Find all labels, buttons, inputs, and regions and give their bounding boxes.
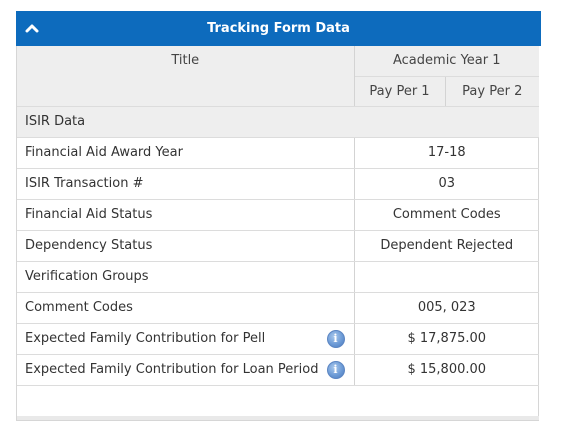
info-icon[interactable]: i <box>326 360 345 379</box>
table-row: Expected Family Contribution for Loan Pe… <box>17 354 540 386</box>
row-value: Comment Codes <box>354 199 540 231</box>
isir-data-section-label: ISIR Data <box>17 106 540 138</box>
table-row: Comment Codes 005, 023 <box>17 292 540 324</box>
panel-title: Tracking Form Data <box>207 21 350 36</box>
row-value: 17-18 <box>354 137 540 169</box>
table-row: ISIR Transaction # 03 <box>17 168 540 200</box>
tracking-data-table: Title Academic Year 1 Pay Per 1 Pay Per … <box>17 46 540 386</box>
table-row: Financial Aid Status Comment Codes <box>17 199 540 231</box>
pay-period-1-header: Pay Per 1 <box>354 76 446 107</box>
row-label: Comment Codes <box>17 292 355 324</box>
footer-strip <box>17 416 539 420</box>
row-label: Expected Family Contribution for Pell <box>25 331 266 346</box>
row-label: Expected Family Contribution for Loan Pe… <box>25 362 319 377</box>
row-value: 005, 023 <box>354 292 540 324</box>
row-value: $ 15,800.00 <box>354 354 540 386</box>
row-value: 03 <box>354 168 540 200</box>
info-icon[interactable]: i <box>326 329 345 348</box>
table-header-row: Title Academic Year 1 <box>17 46 540 107</box>
table-row: Expected Family Contribution for Pell i … <box>17 323 540 355</box>
pay-period-2-header: Pay Per 2 <box>445 76 540 107</box>
title-column-header: Title <box>17 46 355 107</box>
academic-year-header: Academic Year 1 <box>354 46 540 77</box>
row-label: ISIR Transaction # <box>17 168 355 200</box>
table-row: Verification Groups <box>17 261 540 293</box>
row-label: Financial Aid Award Year <box>17 137 355 169</box>
chevron-up-icon[interactable] <box>22 18 42 38</box>
panel-header: Tracking Form Data <box>16 11 541 46</box>
pay-period-header-row: Pay Per 1 Pay Per 2 <box>17 76 540 107</box>
table-row: Financial Aid Award Year 17-18 <box>17 137 540 169</box>
row-label-cell: Expected Family Contribution for Loan Pe… <box>17 354 355 386</box>
row-label: Verification Groups <box>17 261 355 293</box>
row-value <box>354 261 540 293</box>
section-row: ISIR Data <box>17 106 540 138</box>
table-row: Dependency Status Dependent Rejected <box>17 230 540 262</box>
row-value: Dependent Rejected <box>354 230 540 262</box>
row-label-cell: Expected Family Contribution for Pell i <box>17 323 355 355</box>
row-label: Dependency Status <box>17 230 355 262</box>
tracking-form-panel: Tracking Form Data Title Academic Year 1… <box>16 11 541 421</box>
row-value: $ 17,875.00 <box>354 323 540 355</box>
row-label: Financial Aid Status <box>17 199 355 231</box>
